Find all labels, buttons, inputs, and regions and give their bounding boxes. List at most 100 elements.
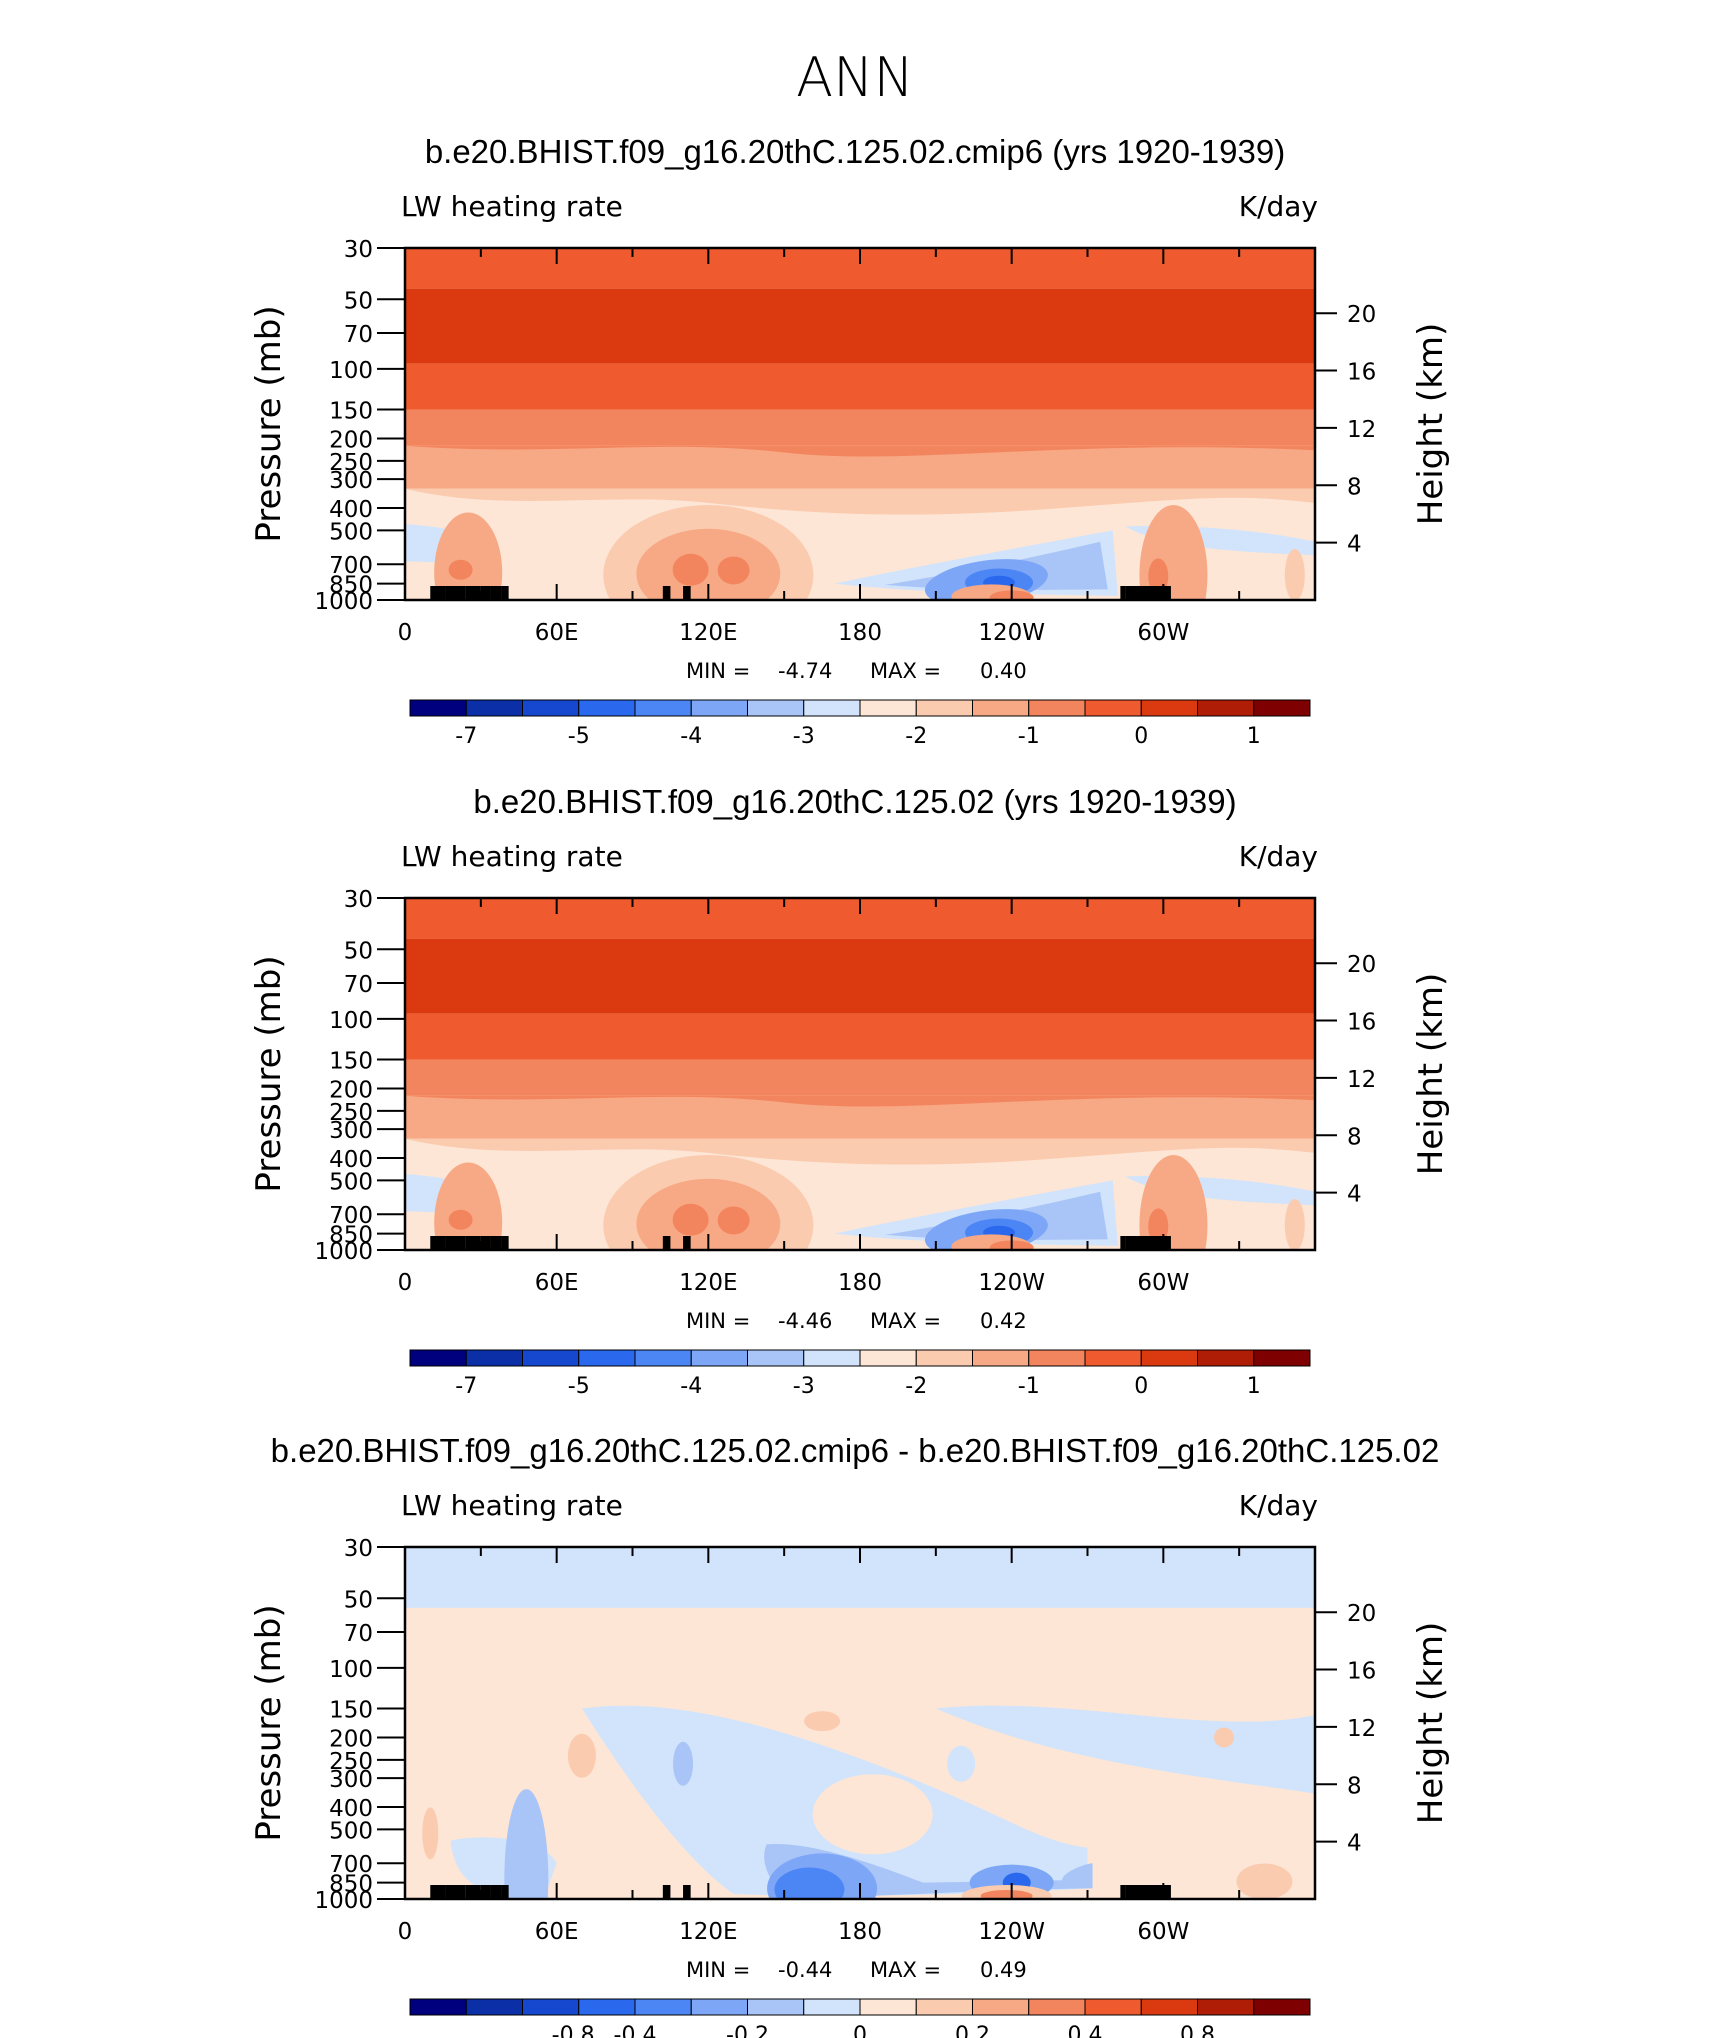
max-label: MAX = [870, 1309, 941, 1333]
min-value: -0.44 [778, 1958, 832, 1982]
colorbar-swatch [578, 1998, 636, 2016]
heating-region [1284, 549, 1305, 600]
colorbar-swatch [465, 1998, 523, 2016]
height-tick-label: 4 [1347, 1182, 1362, 1208]
lon-tick-label: 120W [978, 620, 1045, 646]
colorbar-swatch [859, 699, 917, 717]
pressure-tick-label: 70 [344, 1621, 373, 1647]
colorbar: -7 -5 -4 -3 -2 -1 0 1 [409, 1349, 1311, 1399]
pressure-tick-label: 250 [329, 1749, 373, 1775]
colorbar-swatch [634, 1998, 692, 2016]
variable-label: LW heating rate [401, 190, 623, 223]
pressure-tick-label: 100 [329, 358, 373, 384]
topography-mask [490, 1885, 502, 1899]
stratosphere-core [405, 288, 1315, 364]
height-tick-label: 20 [1347, 1601, 1376, 1627]
colorbar-swatch [972, 1998, 1030, 2016]
colorbar-swatch [578, 699, 636, 717]
heating-region [434, 512, 503, 600]
pressure-tick-label: 300 [329, 468, 373, 494]
colorbar-swatch [690, 1998, 748, 2016]
colorbar-label: 0.4 [1068, 2023, 1103, 2038]
upper-trop-band [405, 409, 1315, 446]
min-label: MIN = [686, 1309, 750, 1333]
colorbar-label: 0.2 [955, 2023, 990, 2038]
lon-tick-label: 60E [535, 1919, 579, 1945]
topography-mask [662, 1236, 671, 1250]
colorbar-label: -0.8 [552, 2023, 595, 2038]
colorbar-swatch [522, 1998, 580, 2016]
lon-tick-label: 60W [1137, 620, 1189, 646]
figure-title: ANN [796, 46, 914, 109]
pressure-tick-label: 500 [329, 1818, 373, 1844]
panel-title: b.e20.BHIST.f09_g16.20thC.125.02 (yrs 19… [473, 783, 1236, 820]
heating-region [434, 1162, 503, 1250]
topography-mask [501, 586, 509, 600]
pressure-axis-label: Pressure (mb) [249, 305, 289, 542]
colorbar-swatch [409, 1349, 467, 1367]
max-value: 0.42 [980, 1309, 1027, 1333]
colorbar-label: -2 [905, 1374, 927, 1399]
colorbar-swatch [915, 699, 973, 717]
pressure-tick-label: 150 [329, 1049, 373, 1075]
topography-mask [445, 1885, 466, 1899]
colorbar-swatch [465, 1349, 523, 1367]
pressure-tick-label: 30 [344, 1536, 373, 1562]
pressure-tick-label: 700 [329, 553, 373, 579]
heating-core [448, 559, 473, 580]
topography-mask [445, 586, 466, 600]
lon-tick-label: 60E [535, 1270, 579, 1296]
pressure-tick-label: 100 [329, 1008, 373, 1034]
colorbar-swatch [803, 699, 861, 717]
topography-mask [501, 1885, 509, 1899]
panel-title: b.e20.BHIST.f09_g16.20thC.125.02.cmip6 (… [425, 133, 1285, 170]
pressure-tick-label: 400 [329, 1796, 373, 1822]
colorbar-swatch [409, 699, 467, 717]
topography-mask [430, 1885, 446, 1899]
height-tick-label: 16 [1347, 1659, 1376, 1685]
pressure-tick-label: 400 [329, 1147, 373, 1173]
lon-tick-label: 120W [978, 1270, 1045, 1296]
height-tick-label: 20 [1347, 302, 1376, 328]
colorbar-label: 0 [853, 2023, 867, 2038]
pressure-axis-label: Pressure (mb) [249, 955, 289, 1192]
colorbar-swatch [1253, 699, 1311, 717]
height-axis-label: Height (km) [1411, 323, 1451, 526]
panel-difference: b.e20.BHIST.f09_g16.20thC.125.02.cmip6 -… [249, 1432, 1451, 2038]
pressure-tick-label: 200 [329, 1726, 373, 1752]
pressure-tick-label: 50 [344, 288, 373, 314]
variable-label: LW heating rate [401, 1489, 623, 1522]
topography-mask [501, 1236, 509, 1250]
colorbar-swatch [409, 1998, 467, 2016]
colorbar-label: -5 [568, 1374, 590, 1399]
colorbar-swatch [803, 1349, 861, 1367]
colorbar-label: -5 [568, 724, 590, 749]
height-tick-label: 8 [1347, 1124, 1362, 1150]
pressure-tick-label: 150 [329, 399, 373, 425]
topography-mask [480, 1236, 491, 1250]
colorbar-label: 1 [1247, 724, 1261, 749]
topography-mask [1120, 586, 1126, 600]
topography-mask [490, 1236, 502, 1250]
colorbar-swatch [1140, 1998, 1198, 2016]
lon-tick-label: 180 [838, 620, 882, 646]
height-axis-label: Height (km) [1411, 1622, 1451, 1825]
pressure-tick-label: 70 [344, 972, 373, 998]
topography-mask [480, 586, 491, 600]
heating-region [636, 1178, 781, 1250]
pressure-tick-label: 1000 [314, 1888, 373, 1914]
colorbar-swatch [690, 699, 748, 717]
colorbar-label: -3 [793, 724, 815, 749]
topography-mask [490, 586, 502, 600]
pressure-tick-label: 250 [329, 1100, 373, 1126]
lon-tick-label: 0 [398, 1270, 413, 1296]
pressure-tick-label: 100 [329, 1657, 373, 1683]
colorbar-label: 0 [1134, 1374, 1148, 1399]
cooling-core [774, 1867, 845, 1899]
colorbar-label: -7 [455, 724, 477, 749]
topography-mask [662, 1885, 671, 1899]
topography-mask [430, 586, 446, 600]
warming-region [567, 1733, 596, 1778]
